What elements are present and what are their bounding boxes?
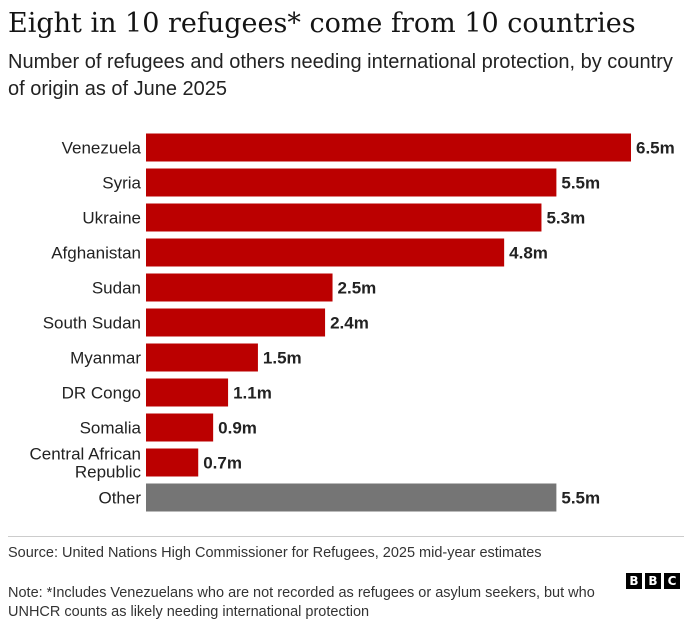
chart-subtitle: Number of refugees and others needing in… xyxy=(8,51,673,100)
footer-divider xyxy=(8,536,684,537)
value-label: 1.1m xyxy=(233,384,272,403)
category-label: Ukraine xyxy=(82,209,141,228)
bar-afghanistan xyxy=(146,238,505,267)
source-note: Source: United Nations High Commissioner… xyxy=(8,545,542,561)
bar-chart: Venezuela 6.5m Syria 5.5m Ukraine 5.3m Afghani… xyxy=(30,133,675,512)
footnote: Note: *Includes Venezuelans who are not … xyxy=(8,585,595,620)
bar-south-sudan xyxy=(146,308,326,337)
bbc-logo-letter: C xyxy=(664,573,680,589)
category-label: DR Congo xyxy=(62,384,141,403)
value-label: 0.7m xyxy=(203,454,242,473)
bar-dr-congo xyxy=(146,378,229,407)
bar-venezuela xyxy=(146,133,631,162)
category-label: Somalia xyxy=(80,419,142,438)
bar-sudan xyxy=(146,273,333,302)
value-label: 2.4m xyxy=(330,314,369,333)
bbc-logo-letter: B xyxy=(645,573,661,589)
value-label: 4.8m xyxy=(509,244,548,263)
bar-ukraine xyxy=(146,203,542,232)
category-label: Afghanistan xyxy=(51,244,141,263)
value-label: 5.5m xyxy=(561,489,600,508)
value-label: 1.5m xyxy=(263,349,302,368)
bar-myanmar xyxy=(146,343,258,372)
bbc-logo: B B C xyxy=(626,573,680,589)
category-label: Sudan xyxy=(92,279,141,298)
value-label: 5.5m xyxy=(561,174,600,193)
value-label: 5.3m xyxy=(546,209,585,228)
bbc-logo-letter: B xyxy=(626,573,642,589)
value-label: 6.5m xyxy=(636,139,675,158)
category-label: Central African Republic xyxy=(30,445,142,482)
bar-somalia xyxy=(146,413,214,442)
category-label: South Sudan xyxy=(43,314,141,333)
bar-other xyxy=(146,483,557,512)
category-label: Syria xyxy=(102,174,141,193)
value-label: 2.5m xyxy=(338,279,377,298)
value-label: 0.9m xyxy=(218,419,257,438)
category-label: Myanmar xyxy=(70,349,141,368)
category-label: Other xyxy=(98,489,141,508)
bar-syria xyxy=(146,168,557,197)
chart-title: Eight in 10 refugees* come from 10 count… xyxy=(8,8,636,39)
category-label: Venezuela xyxy=(62,139,142,158)
bar-central-african-republic xyxy=(146,448,199,477)
